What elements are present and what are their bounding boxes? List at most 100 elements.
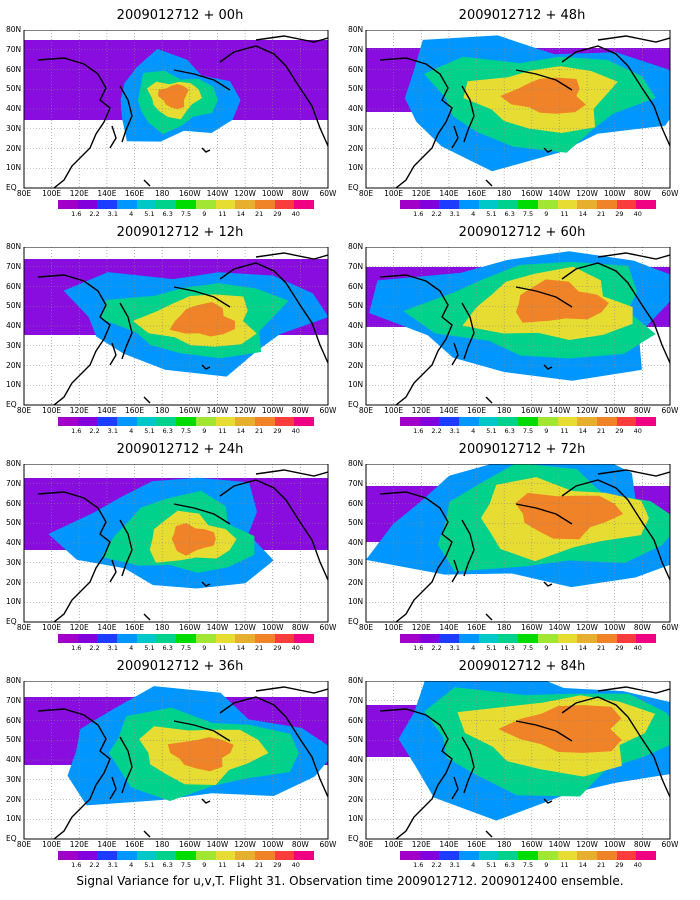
colorbar-swatch: [97, 417, 118, 426]
colorbar: [400, 851, 656, 860]
coastline: [255, 469, 328, 477]
colorbar-tick-label: 1.6: [71, 861, 82, 869]
colorbar-swatch: [478, 634, 499, 643]
colorbar-swatch: [557, 200, 578, 209]
colorbar-tick-label: 9: [202, 427, 207, 435]
colorbar-tick-label: 2.2: [431, 427, 442, 435]
colorbar-swatch: [636, 851, 656, 860]
longitude-label: 80E: [358, 623, 374, 632]
longitude-label: 160E: [125, 189, 145, 198]
colorbar-tick-label: 11: [560, 427, 569, 435]
longitude-label: 120W: [234, 840, 256, 849]
map-area: 80N 70N 60N 50N 40N 30N 20N 10N EQ 80E 100E 120E 140…: [348, 676, 692, 869]
latitude-label: 10N: [6, 380, 22, 390]
colorbar-swatch: [459, 200, 479, 209]
colorbar-swatch: [439, 417, 460, 426]
colorbar-tick-label: 40: [633, 427, 642, 435]
colorbar-swatch: [176, 417, 196, 426]
colorbar-swatch: [77, 851, 98, 860]
coastline: [515, 720, 573, 742]
colorbar-swatch: [557, 851, 578, 860]
colorbar-swatch: [176, 634, 196, 643]
colorbar-swatch: [58, 417, 78, 426]
colorbar-swatch: [235, 851, 255, 860]
map-plot: [365, 681, 671, 840]
variance-contour: [157, 84, 189, 110]
longitude-label: 140E: [439, 623, 459, 632]
colorbar-swatch: [577, 851, 597, 860]
colorbar-tick-label: 29: [615, 427, 624, 435]
latitude-label: 70N: [348, 261, 364, 271]
latitude-label: 40N: [6, 538, 22, 547]
colorbar-tick-label: 4: [471, 210, 476, 218]
colorbar-swatch: [294, 634, 314, 643]
colorbar-swatch: [518, 417, 538, 426]
latitude-label: 30N: [6, 774, 22, 784]
longitude-label: 80W: [633, 840, 651, 849]
latitude-label: 10N: [348, 814, 364, 824]
colorbar-tick-label: 14: [236, 861, 245, 869]
colorbar-tick-label: 7.5: [180, 427, 192, 435]
latitude-label: 50N: [348, 735, 364, 745]
colorbar-swatch: [478, 851, 499, 860]
colorbar-swatch: [577, 200, 597, 209]
longitude-label: 180: [155, 623, 170, 632]
coastline: [515, 503, 573, 525]
longitude-label: 140W: [548, 406, 571, 415]
longitude-label: 100W: [603, 406, 626, 415]
coastline: [201, 581, 211, 587]
colorbar-tick-label: 3.1: [107, 427, 119, 435]
coastline: [37, 708, 111, 839]
colorbar-swatch: [596, 200, 617, 209]
longitude-label: 80W: [291, 406, 309, 415]
colorbar-swatch: [136, 417, 157, 426]
longitude-label: 160W: [520, 840, 543, 849]
longitude-label: 120W: [576, 623, 598, 632]
longitude-label: 160W: [520, 189, 543, 198]
colorbar-swatch: [235, 634, 255, 643]
longitude-label: 120E: [411, 189, 431, 198]
longitude-label: 100W: [261, 840, 284, 849]
colorbar-swatch: [577, 634, 597, 643]
colorbar-tick-label: 5.1: [144, 427, 155, 435]
coastline: [109, 776, 117, 800]
latitude-label: 20N: [348, 143, 364, 153]
colorbar-swatch: [136, 634, 157, 643]
colorbar: [58, 851, 314, 860]
colorbar-swatch: [274, 851, 295, 860]
latitude-label: 30N: [6, 340, 22, 350]
longitude-label: 80E: [358, 189, 374, 198]
colorbar: [400, 200, 656, 209]
colorbar-tick-label: 14: [236, 427, 245, 435]
colorbar-tick-label: 29: [273, 427, 282, 435]
longitude-label: 120E: [69, 406, 89, 415]
latitude-label: 50N: [348, 84, 364, 94]
colorbar-tick-label: 2.2: [89, 210, 100, 218]
latitude-label: 80N: [348, 459, 364, 468]
colorbar-swatch: [616, 851, 637, 860]
latitude-label: 20N: [348, 794, 364, 804]
colorbar-tick-label: 9: [544, 861, 549, 869]
colorbar-tick-label: 1.6: [413, 427, 424, 435]
coastline: [119, 302, 133, 360]
colorbar-tick-label: 2.2: [89, 427, 100, 435]
coastline: [379, 491, 453, 622]
map-panel-72h: 2009012712 + 72h 80N 70N 60N 50N 40N 30N 20N 10…: [348, 442, 692, 654]
colorbar-tick-label: 29: [273, 210, 282, 218]
colorbar-swatch: [459, 417, 479, 426]
coastline: [451, 776, 459, 800]
coastline: [379, 57, 453, 188]
latitude-label: 80N: [348, 242, 364, 251]
colorbar-swatch: [616, 200, 637, 209]
colorbar-swatch: [156, 417, 177, 426]
longitude-label: 140W: [206, 189, 229, 198]
coastline: [119, 736, 133, 794]
longitude-label: 160W: [520, 406, 543, 415]
colorbar-swatch: [400, 200, 420, 209]
map-area: 80N 70N 60N 50N 40N 30N 20N 10N EQ 80E 100E 120E 140…: [348, 25, 692, 218]
latitude-label: 60N: [348, 281, 364, 291]
colorbar-tick-label: 9: [202, 210, 207, 218]
colorbar-swatch: [439, 200, 460, 209]
latitude-label: 40N: [6, 321, 22, 330]
latitude-label: 20N: [6, 577, 22, 587]
